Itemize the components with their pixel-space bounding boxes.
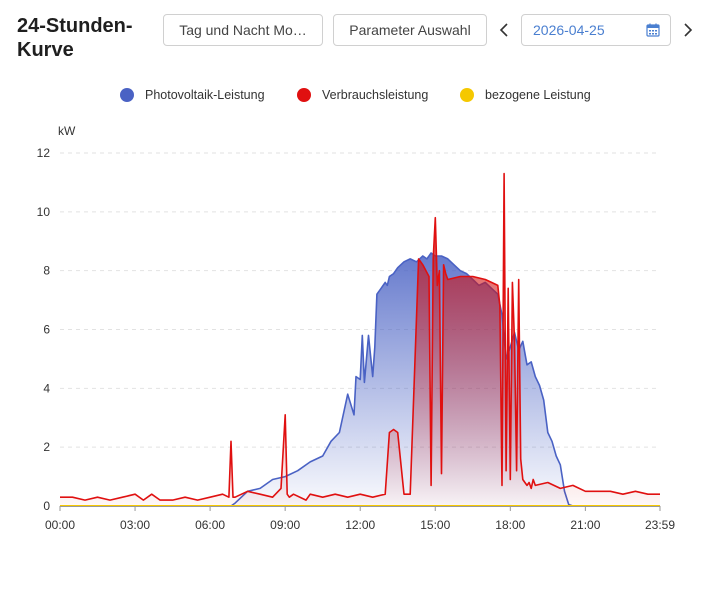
- calendar-icon: [646, 23, 660, 37]
- day-night-mode-button[interactable]: Tag und Nacht Mo…: [163, 14, 323, 46]
- legend-marker-pv: [120, 88, 134, 102]
- legend-item-pv-power[interactable]: Photovoltaik-Leistung: [120, 86, 265, 104]
- x-tick-label: 03:00: [120, 518, 150, 532]
- page-title: 24-Stunden-Kurve: [17, 15, 133, 61]
- parameter-selection-button[interactable]: Parameter Auswahl: [333, 14, 487, 46]
- date-picker-value: 2026-04-25: [533, 22, 605, 38]
- x-tick-label: 06:00: [195, 518, 225, 532]
- x-tick-label: 18:00: [495, 518, 525, 532]
- legend-label-pv: Photovoltaik-Leistung: [145, 88, 265, 102]
- y-tick-label: 10: [37, 205, 51, 219]
- legend-item-grid-draw[interactable]: bezogene Leistung: [460, 86, 591, 104]
- chevron-left-icon: [499, 23, 508, 37]
- y-tick-label: 6: [43, 323, 50, 337]
- series-pv-power-line: [60, 252, 660, 507]
- legend-label-grid-draw: bezogene Leistung: [485, 88, 591, 102]
- y-axis-unit-label: kW: [58, 124, 76, 138]
- legend-marker-grid-draw: [460, 88, 474, 102]
- chart-axes: kW 0 2 4 6 8 10 12 00:00 03:00 06:00 09:00 12:00 15:…: [37, 124, 676, 532]
- chevron-right-icon: [684, 23, 693, 37]
- y-tick-label: 12: [37, 146, 51, 160]
- legend-item-consumption[interactable]: Verbrauchsleistung: [297, 86, 428, 104]
- x-tick-label: 21:00: [570, 518, 600, 532]
- x-tick-label: 23:59: [645, 518, 675, 532]
- next-day-button[interactable]: [680, 20, 696, 40]
- previous-day-button[interactable]: [496, 20, 512, 40]
- y-tick-label: 8: [43, 264, 50, 278]
- legend-marker-consumption: [297, 88, 311, 102]
- y-tick-label: 4: [43, 381, 50, 395]
- y-tick-label: 2: [43, 440, 50, 454]
- x-tick-label: 12:00: [345, 518, 375, 532]
- chart-series: [60, 172, 660, 507]
- x-tick-label: 00:00: [45, 518, 75, 532]
- x-tick-label: 09:00: [270, 518, 300, 532]
- date-picker[interactable]: 2026-04-25: [521, 14, 671, 46]
- y-tick-label: 0: [43, 499, 50, 513]
- series-consumption-line: [60, 172, 660, 501]
- x-tick-label: 15:00: [420, 518, 450, 532]
- legend-label-consumption: Verbrauchsleistung: [322, 88, 429, 102]
